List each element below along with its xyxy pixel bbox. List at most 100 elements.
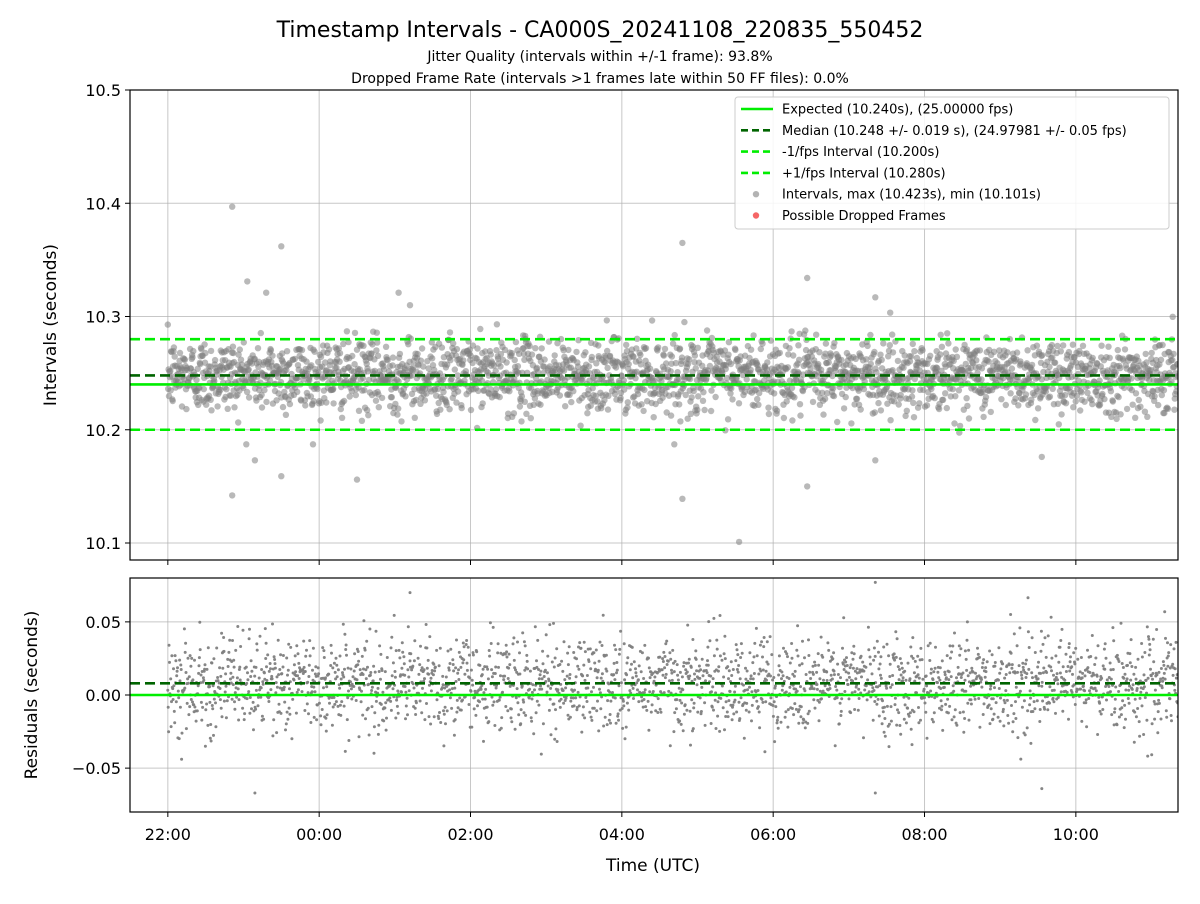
data-point	[965, 669, 968, 672]
data-point	[903, 718, 906, 721]
data-point	[1104, 642, 1107, 645]
data-point	[1134, 698, 1137, 701]
data-point	[364, 717, 367, 720]
data-point	[729, 396, 735, 402]
data-point	[998, 672, 1001, 675]
data-point	[528, 415, 534, 421]
data-point	[764, 700, 767, 703]
data-point	[402, 393, 408, 399]
data-point	[438, 711, 441, 714]
data-point	[366, 666, 369, 669]
data-point	[566, 652, 569, 655]
data-point	[1032, 417, 1038, 423]
data-point	[403, 662, 406, 665]
data-point	[1136, 687, 1139, 690]
data-point	[331, 724, 334, 727]
data-point	[311, 669, 314, 672]
data-point	[944, 703, 947, 706]
data-point	[390, 354, 396, 360]
data-point	[248, 637, 251, 640]
data-point	[178, 659, 181, 662]
data-point	[582, 349, 588, 355]
data-point	[862, 670, 865, 673]
data-point	[267, 700, 270, 703]
data-point	[632, 687, 635, 690]
data-point	[929, 690, 932, 693]
data-point	[1012, 395, 1018, 401]
data-point	[294, 389, 300, 395]
data-point	[881, 722, 884, 725]
data-point	[287, 669, 290, 672]
data-point	[751, 704, 754, 707]
data-point	[246, 678, 249, 681]
data-point	[323, 656, 326, 659]
data-point	[491, 675, 494, 678]
data-point	[712, 394, 718, 400]
data-point	[586, 363, 592, 369]
data-point	[868, 690, 871, 693]
data-point	[1056, 421, 1062, 427]
data-point	[413, 639, 416, 642]
data-point	[786, 345, 792, 351]
data-point	[412, 682, 415, 685]
data-point	[841, 647, 844, 650]
data-point	[617, 712, 620, 715]
data-point	[629, 668, 632, 671]
data-point	[246, 394, 252, 400]
data-point	[748, 347, 754, 353]
data-point	[774, 408, 780, 414]
data-point	[854, 690, 857, 693]
data-point	[1123, 726, 1126, 729]
data-point	[309, 721, 312, 724]
data-point	[839, 676, 842, 679]
data-point	[816, 688, 819, 691]
data-point	[785, 364, 791, 370]
data-point	[1010, 704, 1013, 707]
data-point	[1081, 399, 1087, 405]
data-point	[1063, 400, 1069, 406]
data-point	[277, 639, 280, 642]
data-point	[359, 418, 365, 424]
data-point	[908, 715, 911, 718]
data-point	[421, 687, 424, 690]
data-point	[311, 690, 314, 693]
data-point	[185, 671, 188, 674]
data-point	[634, 671, 637, 674]
data-point	[1112, 668, 1115, 671]
data-point	[584, 679, 587, 682]
data-point	[503, 675, 506, 678]
data-point	[577, 423, 583, 429]
data-point	[567, 663, 570, 666]
data-point	[796, 357, 802, 363]
data-point	[1019, 690, 1022, 693]
data-point	[802, 718, 805, 721]
data-point	[827, 649, 830, 652]
data-point	[372, 665, 375, 668]
data-point	[568, 645, 571, 648]
outlier-point	[872, 294, 878, 300]
data-point	[1049, 342, 1055, 348]
data-point	[674, 660, 677, 663]
data-point	[532, 732, 535, 735]
data-point	[797, 412, 803, 418]
data-point	[1135, 678, 1138, 681]
data-point	[911, 636, 914, 639]
data-point	[301, 690, 304, 693]
data-point	[721, 659, 724, 662]
data-point	[973, 357, 979, 363]
data-point	[580, 647, 583, 650]
data-point	[209, 723, 212, 726]
data-point	[977, 347, 983, 353]
data-point	[172, 353, 178, 359]
data-point	[1020, 671, 1023, 674]
data-point	[506, 709, 509, 712]
data-point	[711, 706, 714, 709]
data-point	[433, 715, 436, 718]
data-point	[417, 673, 420, 676]
data-point	[643, 644, 646, 647]
data-point	[185, 727, 188, 730]
data-point	[264, 657, 267, 660]
data-point	[441, 675, 444, 678]
data-point	[643, 691, 646, 694]
data-point	[439, 721, 442, 724]
